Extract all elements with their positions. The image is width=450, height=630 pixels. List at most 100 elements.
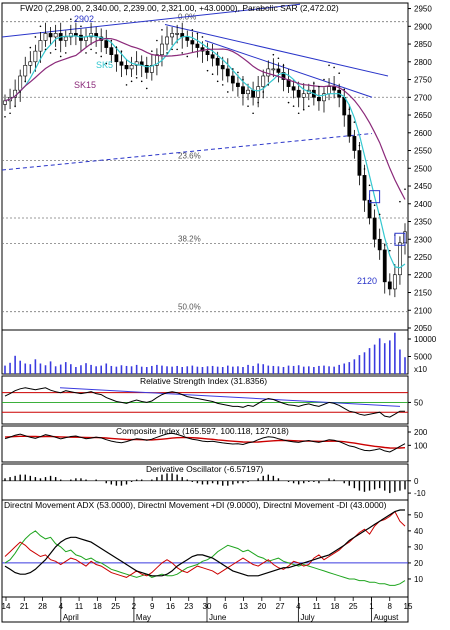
sar-dot	[80, 25, 82, 28]
dmi-y-tick-label: 40	[414, 527, 423, 536]
price-y-tick-label: 2400	[414, 200, 432, 209]
sar-dot	[191, 29, 194, 31]
price-candle-body	[230, 75, 235, 84]
price-candle-body	[291, 86, 296, 91]
composite-y-tick-label: 200	[414, 428, 428, 437]
x-tick-label: 21	[20, 602, 29, 611]
price-y-tick-label: 2700	[414, 93, 432, 102]
sar-dot	[211, 73, 214, 76]
sar-dot	[70, 18, 72, 20]
price-candle-body	[195, 43, 200, 48]
panel-frame-comp	[1, 425, 409, 463]
sar-dot	[358, 144, 361, 147]
sar-dot	[267, 84, 270, 86]
price-candle-body	[387, 281, 392, 290]
sar-dot	[44, 48, 47, 51]
price-candle-body	[251, 89, 256, 98]
x-tick-label: 18	[330, 602, 339, 611]
sar-dot	[59, 55, 62, 58]
sar-dot	[206, 69, 209, 72]
price-candle-body	[190, 40, 195, 45]
panel-frame-volume	[1, 329, 409, 375]
sar-dot	[115, 46, 118, 49]
month-label: August	[373, 613, 399, 622]
price-y-tick-label: 2100	[414, 306, 432, 315]
x-tick-label: 13	[239, 602, 248, 611]
legend-sk15: SK15	[74, 80, 96, 90]
price-candle-body	[144, 65, 149, 73]
sar-dot	[292, 105, 295, 107]
derivative-y-tick-label: -10	[414, 489, 426, 498]
price-candle-body	[28, 61, 33, 66]
sar-dot	[125, 84, 128, 86]
price-candle-body	[114, 54, 119, 63]
month-label: July	[300, 613, 314, 622]
month-label: April	[63, 613, 79, 622]
sar-dot	[226, 91, 229, 93]
composite-panel-title: Composite Index (165.597, 100.118, 127.0…	[116, 426, 289, 436]
sar-dot	[120, 50, 123, 52]
annotation-high: 2902	[74, 14, 94, 24]
price-candle-body	[372, 217, 377, 240]
price-candle-body	[129, 65, 134, 70]
sar-dot	[161, 29, 163, 31]
price-candle-body	[215, 57, 220, 66]
sar-dot	[196, 32, 199, 35]
sar-dot	[338, 72, 340, 74]
sar-dot	[14, 105, 16, 107]
x-tick-label: 14	[2, 602, 11, 611]
sar-dot	[307, 105, 310, 107]
sar-dot	[34, 36, 37, 38]
sar-dot	[201, 36, 204, 38]
sar-dot	[166, 52, 168, 54]
price-candle-body	[119, 61, 124, 66]
series-sk5	[4, 35, 406, 269]
rsi-panel-title: Relative Strength Index (31.8356)	[140, 376, 267, 386]
price-candle-body	[170, 33, 174, 38]
x-tick-label: 27	[276, 602, 285, 611]
price-y-tick-label: 2950	[414, 5, 432, 14]
sar-dot	[100, 55, 103, 58]
sar-dot	[24, 80, 27, 83]
x-tick-label: 28	[38, 602, 47, 611]
sar-dot	[368, 184, 371, 187]
trend-line	[1, 132, 373, 171]
x-tick-label: 20	[257, 602, 266, 611]
sar-dot	[19, 91, 21, 93]
price-candle-body	[322, 93, 326, 102]
dmi-panel-title: Directnl Movement ADX (53.0000), Directn…	[4, 500, 387, 510]
price-candle-body	[3, 100, 7, 105]
price-candle-body	[241, 86, 245, 95]
price-y-tick-label: 2800	[414, 58, 432, 67]
sar-dot	[216, 80, 219, 83]
sar-dot	[221, 84, 224, 86]
price-candle-body	[185, 36, 190, 41]
x-axis-frame	[1, 596, 409, 623]
composite-y-tick-label: 100	[414, 441, 428, 450]
dmi-y-tick-label: 10	[414, 575, 423, 584]
price-y-tick-label: 2200	[414, 271, 432, 280]
sar-dot	[399, 200, 401, 203]
sar-dot	[277, 57, 280, 60]
x-tick-label: 25	[111, 602, 120, 611]
rsi-trend-line	[59, 387, 401, 407]
price-candle-body	[160, 43, 164, 55]
price-candle-body	[84, 36, 88, 41]
price-candle-body	[18, 75, 23, 91]
price-y-tick-label: 2500	[414, 164, 432, 173]
x-tick-label: 8	[388, 602, 393, 611]
dmi-y-tick-label: 30	[414, 543, 423, 552]
price-y-tick-label: 2750	[414, 76, 432, 85]
sar-dot	[64, 52, 67, 54]
price-candle-body	[342, 96, 347, 116]
sar-dot	[9, 112, 11, 115]
month-label: June	[209, 613, 227, 622]
sar-dot	[176, 48, 178, 51]
price-candle-body	[317, 96, 321, 102]
sar-dot	[85, 52, 87, 54]
x-tick-label: 23	[184, 602, 193, 611]
price-y-tick-label: 2250	[414, 253, 432, 262]
sar-dot	[348, 108, 351, 111]
price-candle-body	[357, 150, 362, 176]
